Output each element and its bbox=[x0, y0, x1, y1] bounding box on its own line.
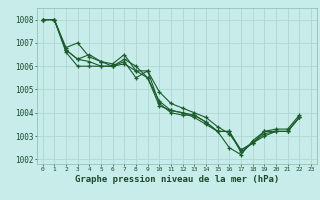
X-axis label: Graphe pression niveau de la mer (hPa): Graphe pression niveau de la mer (hPa) bbox=[75, 175, 279, 184]
